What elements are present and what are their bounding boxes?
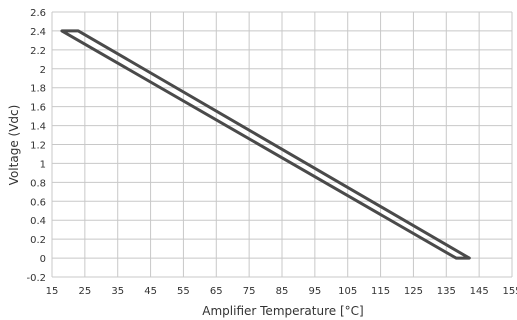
x-tick-label: 75	[243, 286, 256, 297]
x-tick-label: 145	[470, 286, 489, 297]
y-tick-label: 0.6	[30, 197, 46, 208]
y-tick-label: 1.4	[30, 122, 46, 133]
x-tick-label: 35	[111, 286, 124, 297]
y-tick-label: 0.8	[30, 178, 46, 189]
x-tick-label: 115	[371, 286, 390, 297]
series-line-1	[60, 29, 471, 260]
x-tick-label: 55	[177, 286, 190, 297]
x-tick-labels: 15 25 35 45 55 65 75 85 95 105 115 125 135 145 155	[46, 286, 517, 297]
x-tick-label: 85	[276, 286, 289, 297]
x-tick-label: 155	[502, 286, 517, 297]
x-tick-label: 135	[437, 286, 456, 297]
x-tick-label: 15	[46, 286, 59, 297]
y-tick-label: 0	[40, 254, 46, 265]
y-tick-label: 1.6	[30, 103, 46, 114]
y-axis-title: Voltage (Vdc)	[7, 105, 21, 186]
x-tick-label: 105	[338, 286, 357, 297]
series	[60, 29, 471, 260]
x-tick-label: 65	[210, 286, 223, 297]
x-axis-title: Amplifier Temperature [°C]	[202, 304, 363, 318]
y-tick-label: 1.8	[30, 84, 46, 95]
y-tick-label: 1	[40, 159, 46, 170]
y-tick-label: 1.2	[30, 141, 46, 152]
y-tick-label: 0.4	[30, 216, 46, 227]
y-tick-label: 0.2	[30, 235, 46, 246]
x-tick-label: 95	[308, 286, 321, 297]
x-tick-label: 45	[144, 286, 157, 297]
y-tick-label: 2	[40, 65, 46, 76]
y-tick-label: 2.6	[30, 8, 46, 19]
y-tick-label: -0.2	[26, 273, 46, 284]
x-tick-label: 125	[404, 286, 423, 297]
grid	[51, 11, 513, 278]
x-tick-label: 25	[78, 286, 91, 297]
y-tick-label: 2.2	[30, 46, 46, 57]
y-tick-labels: -0.2 0 0.2 0.4 0.6 0.8 1 1.2 1.4 1.6 1.8 2 2.2 2.4 2.6	[26, 8, 46, 284]
y-tick-label: 2.4	[30, 27, 46, 38]
